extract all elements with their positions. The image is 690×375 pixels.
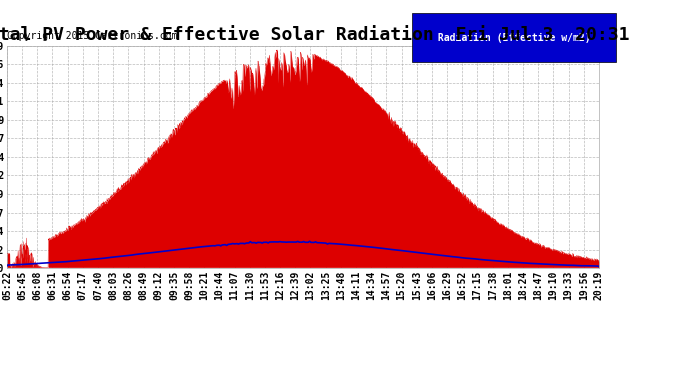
Text: Radiation (Effective w/m2): Radiation (Effective w/m2) [432,33,596,43]
Title: Total PV Power & Effective Solar Radiation  Fri Jul 3  20:31: Total PV Power & Effective Solar Radiati… [0,26,629,44]
Text: Copyright 2015 Cartronics.com: Copyright 2015 Cartronics.com [7,32,177,41]
